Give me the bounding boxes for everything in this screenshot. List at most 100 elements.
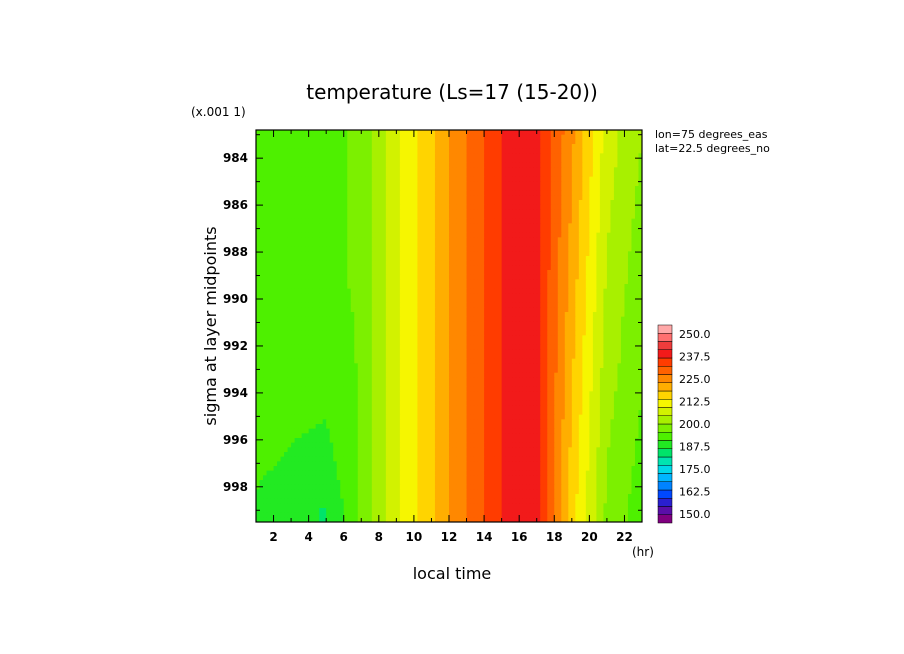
- heatmap-cell: [350, 330, 355, 336]
- heatmap-cell: [508, 209, 513, 215]
- heatmap-cell: [354, 176, 359, 182]
- heatmap-cell: [547, 312, 552, 318]
- heatmap-cell: [627, 218, 633, 224]
- heatmap-cell: [550, 335, 555, 341]
- heatmap-cell: [371, 279, 376, 285]
- heatmap-cell: [361, 326, 366, 332]
- heatmap-cell: [413, 284, 419, 290]
- heatmap-cell: [505, 218, 510, 224]
- heatmap-cell: [477, 274, 482, 280]
- heatmap-cell: [420, 204, 426, 210]
- heatmap-cell: [427, 195, 433, 201]
- heatmap-cell: [578, 246, 583, 252]
- heatmap-cell: [459, 302, 464, 308]
- heatmap-cell: [280, 223, 285, 229]
- heatmap-cell: [361, 274, 366, 280]
- heatmap-cell: [277, 186, 282, 192]
- heatmap-cell: [403, 167, 408, 173]
- heatmap-cell: [259, 134, 264, 140]
- heatmap-cell: [382, 288, 387, 294]
- heatmap-cell: [568, 130, 573, 136]
- heatmap-cell: [554, 228, 559, 234]
- heatmap-cell: [308, 321, 313, 327]
- heatmap-cell: [336, 260, 341, 266]
- heatmap-cell: [375, 134, 380, 140]
- heatmap-cell: [624, 265, 629, 271]
- heatmap-cell: [277, 190, 282, 196]
- heatmap-cell: [529, 195, 534, 201]
- heatmap-cell: [385, 284, 390, 290]
- heatmap-cell: [319, 167, 324, 173]
- heatmap-cell: [343, 162, 348, 168]
- heatmap-cell: [494, 312, 499, 318]
- heatmap-cell: [308, 237, 313, 243]
- heatmap-cell: [585, 237, 590, 243]
- heatmap-cell: [375, 218, 380, 224]
- heatmap-cell: [487, 218, 492, 224]
- heatmap-cell: [434, 214, 440, 220]
- heatmap-cell: [477, 214, 482, 220]
- heatmap-cell: [540, 130, 545, 136]
- heatmap-cell: [585, 130, 590, 136]
- heatmap-cell: [322, 148, 327, 154]
- heatmap-cell: [470, 246, 475, 252]
- heatmap-cell: [624, 134, 629, 140]
- heatmap-cell: [508, 162, 513, 168]
- heatmap-cell: [305, 158, 310, 164]
- heatmap-cell: [424, 228, 429, 234]
- heatmap-cell: [463, 148, 468, 154]
- heatmap-cell: [389, 307, 394, 313]
- heatmap-cell: [585, 214, 590, 220]
- heatmap-cell: [294, 251, 299, 257]
- heatmap-cell: [385, 246, 390, 252]
- heatmap-cell: [512, 274, 517, 280]
- heatmap-cell: [536, 237, 541, 243]
- heatmap-cell: [624, 246, 629, 252]
- heatmap-cell: [270, 288, 275, 294]
- heatmap-cell: [452, 209, 457, 215]
- heatmap-cell: [627, 214, 633, 220]
- heatmap-cell: [259, 270, 264, 276]
- heatmap-cell: [343, 176, 348, 182]
- heatmap-cell: [382, 340, 387, 346]
- heatmap-cell: [266, 265, 271, 271]
- heatmap-cell: [291, 218, 296, 224]
- heatmap-cell: [487, 326, 492, 332]
- heatmap-cell: [487, 232, 492, 238]
- heatmap-cell: [371, 162, 376, 168]
- heatmap-cell: [491, 214, 496, 220]
- heatmap-cell: [491, 316, 496, 322]
- heatmap-cell: [333, 265, 338, 271]
- heatmap-cell: [494, 321, 499, 327]
- heatmap-cell: [438, 195, 443, 201]
- heatmap-cell: [456, 237, 461, 243]
- heatmap-cell: [627, 209, 633, 215]
- heatmap-cell: [529, 148, 534, 154]
- heatmap-cell: [512, 204, 517, 210]
- heatmap-cell: [431, 326, 436, 332]
- heatmap-cell: [354, 256, 359, 262]
- heatmap-cell: [354, 302, 359, 308]
- heatmap-cell: [417, 270, 422, 276]
- heatmap-cell: [487, 242, 492, 248]
- heatmap-cell: [413, 232, 419, 238]
- heatmap-cell: [571, 335, 576, 341]
- heatmap-cell: [396, 204, 401, 210]
- heatmap-cell: [561, 218, 566, 224]
- heatmap-cell: [610, 190, 615, 196]
- heatmap-cell: [484, 200, 489, 206]
- heatmap-cell: [322, 288, 327, 294]
- heatmap-cell: [270, 204, 275, 210]
- heatmap-cell: [424, 214, 429, 220]
- heatmap-cell: [575, 176, 580, 182]
- heatmap-cell: [305, 167, 310, 173]
- heatmap-cell: [417, 288, 422, 294]
- heatmap-cell: [533, 326, 538, 332]
- heatmap-cell: [315, 340, 320, 346]
- heatmap-cell: [354, 237, 359, 243]
- heatmap-cell: [340, 195, 345, 201]
- heatmap-cell: [382, 209, 387, 215]
- heatmap-cell: [322, 130, 327, 136]
- heatmap-cell: [515, 265, 520, 271]
- heatmap-cell: [568, 288, 573, 294]
